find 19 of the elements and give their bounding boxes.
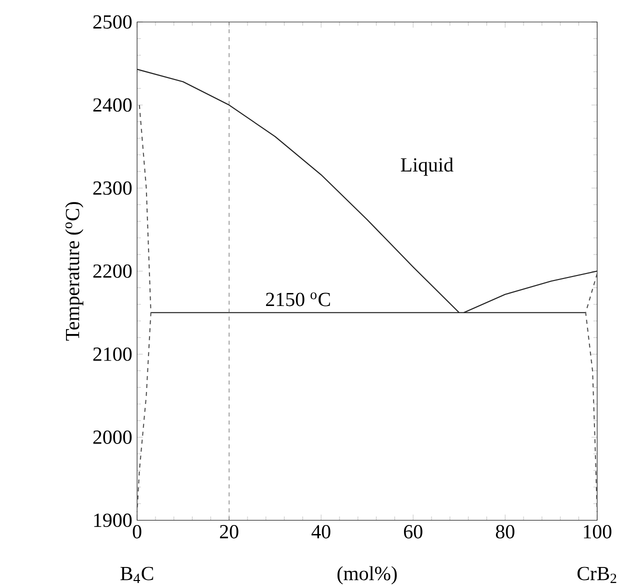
y-tick-label: 2300	[93, 181, 132, 195]
text: CrB$_{2}$	[578, 566, 616, 583]
x-tick-label: 60	[404, 524, 422, 538]
y-tick-label: 2400	[93, 98, 132, 112]
x-axis-title: (mol%)	[338, 566, 397, 584]
x-tick-label: 0	[132, 524, 142, 538]
y-tick-label: 1900	[94, 513, 132, 527]
y-tick-label: 2000	[93, 430, 132, 444]
annotation: Liquid	[400, 158, 454, 176]
x-tick-label: 20	[220, 524, 238, 538]
y-tick-label: 2500	[93, 15, 132, 29]
annotation: 2150 $^{o}$C	[266, 292, 330, 306]
y-axis-title: Temperature ($^{o}$C)	[65, 202, 84, 341]
text: B$_{4}$C	[120, 566, 154, 583]
y-tick-label: 2100	[93, 347, 132, 361]
y-tick-label: 2200	[93, 264, 132, 278]
x-tick-label: 40	[312, 524, 330, 538]
x-tick-label: 100	[584, 524, 612, 538]
x-tick-label: 80	[496, 524, 514, 538]
